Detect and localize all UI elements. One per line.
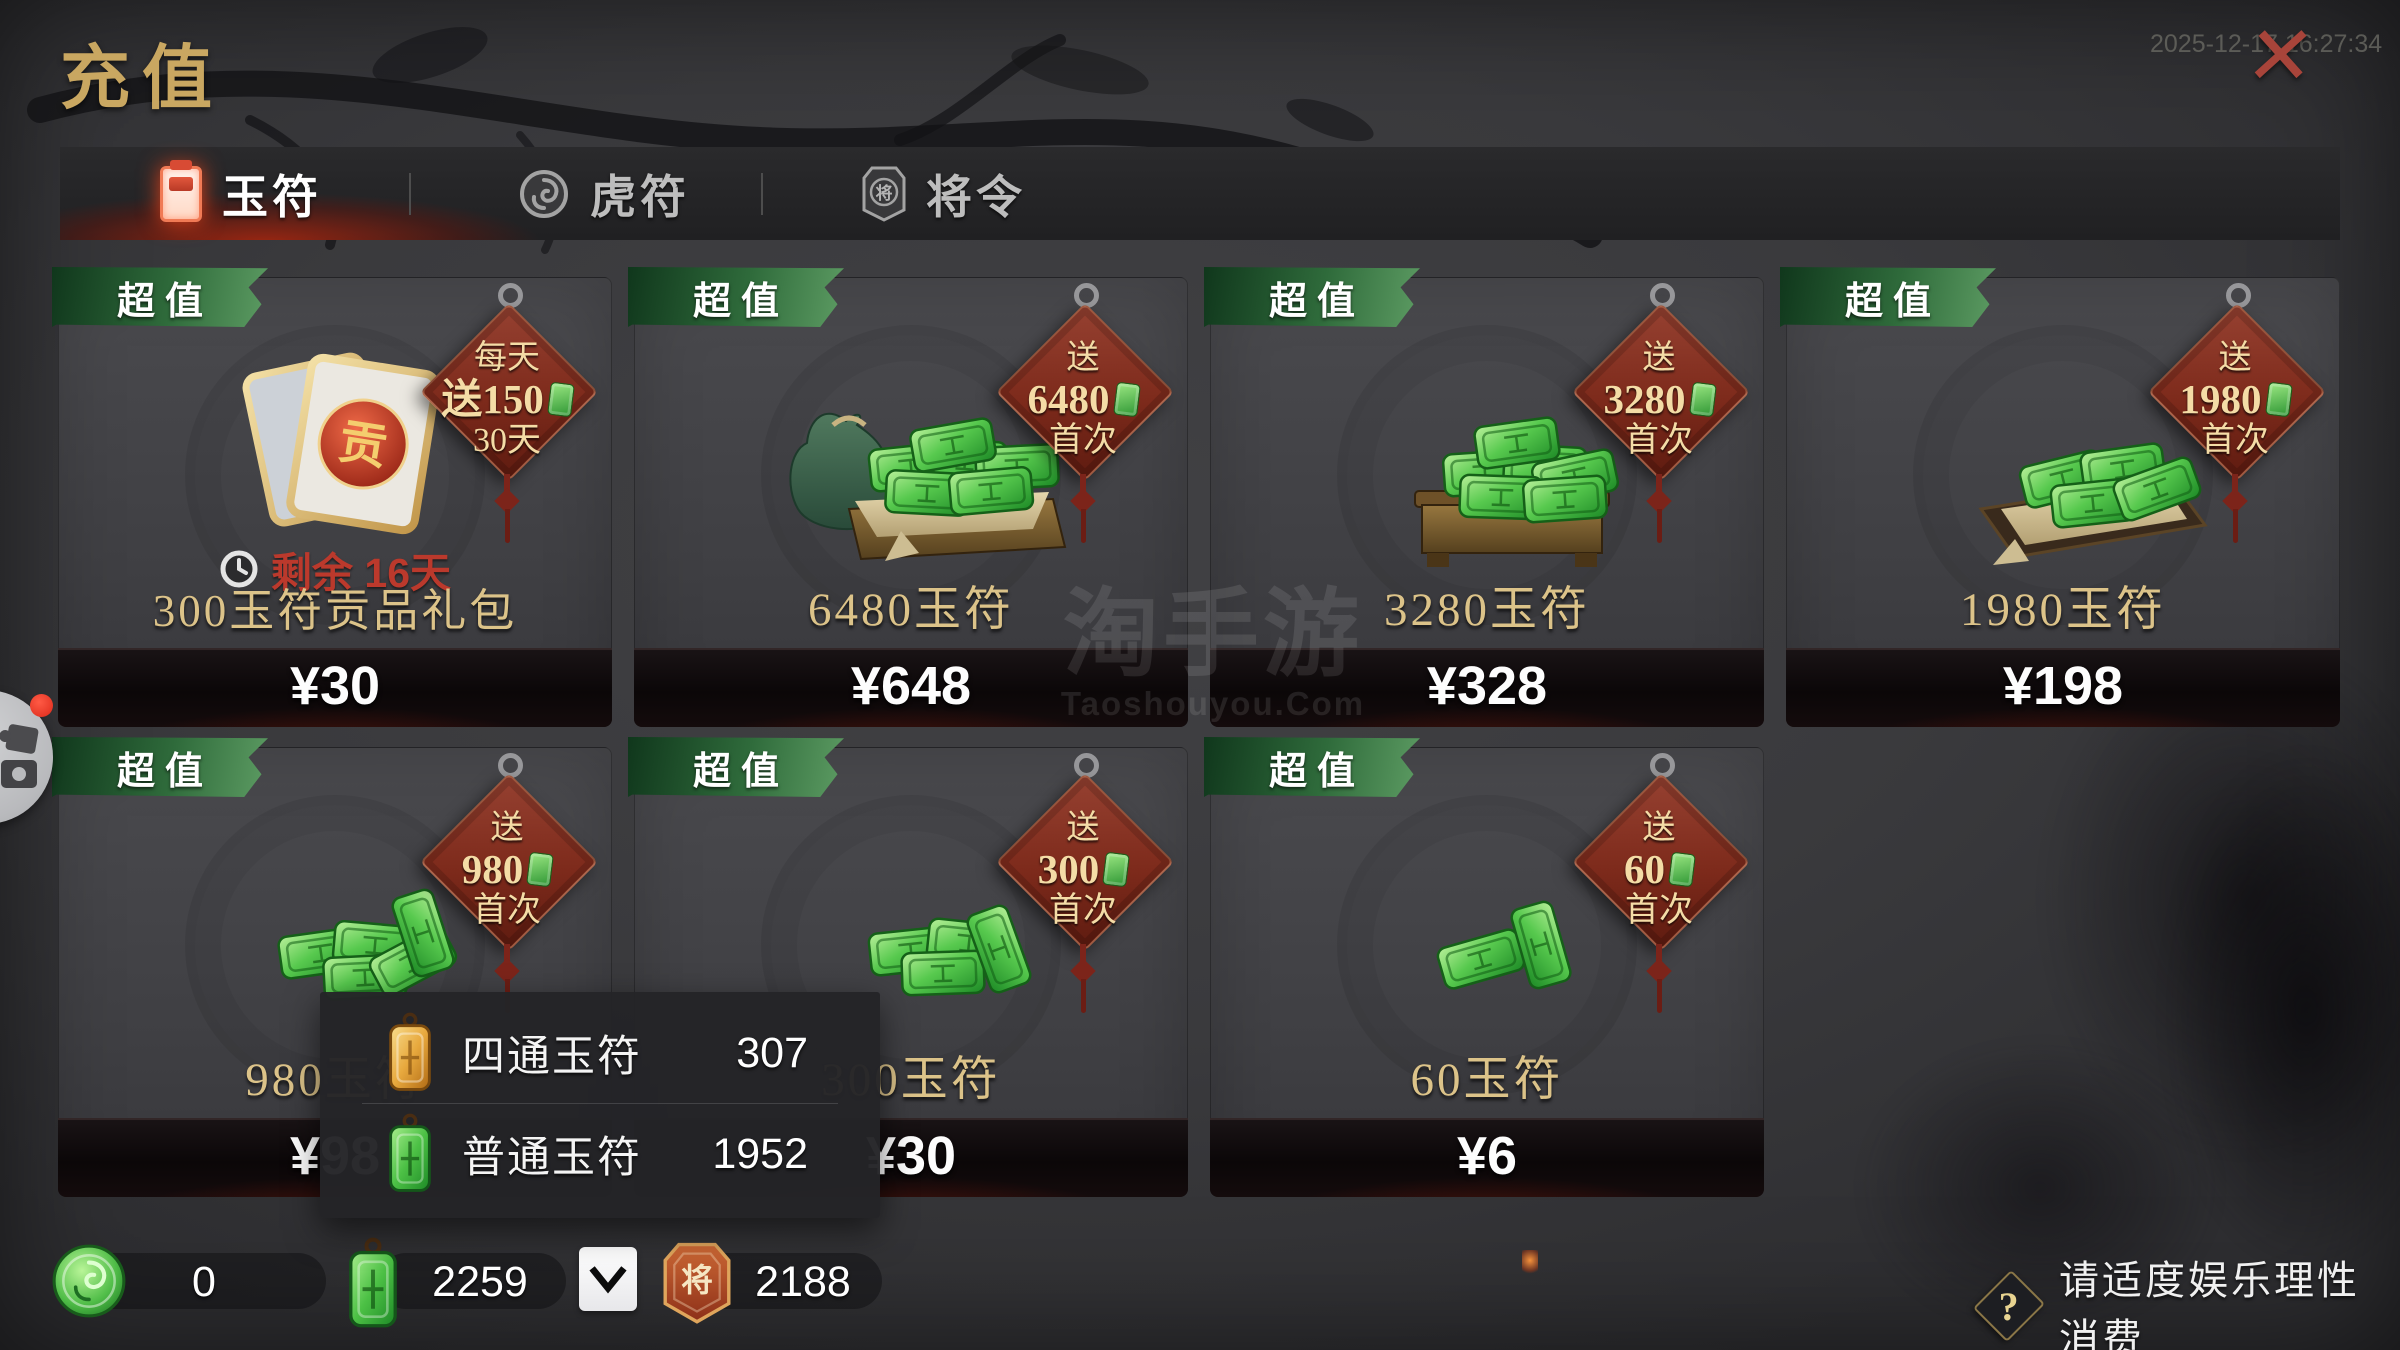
popup-row-value: 1952	[712, 1129, 808, 1178]
value-banner: 超值	[52, 267, 268, 327]
general-order-icon: 将	[663, 1242, 731, 1324]
chevron-down-icon	[589, 1266, 627, 1294]
tab-general-order[interactable]: 将 将令	[862, 147, 1026, 240]
close-icon[interactable]: ✕	[2241, 11, 2320, 102]
popup-row-value: 307	[736, 1028, 808, 1077]
product-title: 6480玉符	[808, 584, 1014, 636]
value-banner: 超值	[1204, 267, 1420, 327]
tab-label: 将令	[926, 171, 1026, 223]
product-image-jade-pile-bag	[789, 412, 1067, 561]
consumption-notice[interactable]: ? 请适度娱乐理性消费	[1972, 1248, 2400, 1350]
four-way-jade-talisman-icon	[388, 1012, 432, 1092]
tab-jade-talisman[interactable]: 玉符	[160, 147, 322, 240]
value-banner: 超值	[628, 737, 844, 797]
product-card-6480[interactable]: 超值 送 6480 首次 6480玉符	[628, 267, 1188, 727]
price-bar: ¥198	[1786, 648, 2340, 727]
tab-label: 虎符	[590, 171, 690, 223]
tab-tiger-talisman[interactable]: 虎符	[518, 147, 690, 240]
value-banner: 超值	[1780, 267, 1996, 327]
jade-talisman-tab-icon	[160, 165, 202, 222]
jade-coin-icon	[52, 1244, 126, 1318]
product-image-jade-chest	[1414, 415, 1621, 567]
jade-breakdown-dropdown-button[interactable]	[579, 1247, 637, 1311]
price: ¥30	[865, 1126, 957, 1186]
popup-row: 四通玉符 307	[320, 1003, 880, 1103]
popup-row-label: 四通玉符	[462, 1033, 642, 1081]
tab-separator	[761, 173, 763, 215]
product-title: 300玉符贡品礼包	[152, 586, 518, 636]
countdown-text: 剩余 16天	[271, 550, 451, 596]
value-banner: 超值	[628, 267, 844, 327]
price-bar: ¥328	[1210, 648, 1764, 727]
jade-talisman-icon	[348, 1237, 398, 1328]
popup-row-label: 普通玉符	[462, 1134, 642, 1182]
popup-row: 普通玉符 1952	[320, 1104, 880, 1204]
timestamp: 2025-12-17 16:27:34	[2150, 30, 2383, 58]
product-card-3280[interactable]: 超值 送 3280 首次 3280玉符 ¥328	[1204, 267, 1764, 727]
price-bar: ¥648	[634, 648, 1188, 727]
puzzle-icon	[4, 723, 40, 755]
common-jade-talisman-icon	[388, 1113, 432, 1193]
general-order-tab-icon: 将	[862, 166, 906, 222]
countdown: 剩余 16天	[58, 539, 612, 599]
jade-talisman-currency-pill[interactable]	[378, 1253, 566, 1309]
tab-separator	[409, 173, 411, 215]
price: ¥6	[1456, 1126, 1518, 1186]
product-image-tribute-pack: 贡	[242, 352, 441, 535]
value-banner: 超值	[1204, 737, 1420, 797]
popup-divider	[362, 1103, 838, 1104]
question-icon: ?	[1972, 1269, 2046, 1343]
product-card-1980[interactable]: 超值 送 1980 首次 1980玉符 ¥198	[1780, 267, 2340, 727]
price: ¥198	[2002, 656, 2124, 716]
page-title: 充值	[60, 41, 224, 118]
notice-text: 请适度娱乐理性消费	[2059, 1259, 2361, 1350]
product-title: 1980玉符	[1960, 584, 2166, 636]
price: ¥30	[289, 656, 381, 716]
product-image-jade-tray	[1978, 441, 2208, 565]
camera-icon	[1, 760, 37, 788]
price: ¥648	[850, 656, 972, 716]
product-title: 3280玉符	[1384, 584, 1590, 636]
product-image-jade-pile-2	[1434, 898, 1574, 992]
price-bar: ¥6	[1210, 1118, 1764, 1197]
jade-breakdown-popup: 四通玉符 307 普通玉符 1952	[320, 992, 880, 1218]
jade-talisman-value: 2259	[432, 1258, 528, 1306]
price-bar: ¥30	[58, 648, 612, 727]
general-order-value: 2188	[755, 1258, 851, 1306]
product-card-60[interactable]: 超值 送 60 首次 60玉符 ¥6	[1204, 737, 1764, 1197]
tribute-glyph: 贡	[335, 416, 391, 476]
clock-icon	[220, 550, 258, 588]
tab-label: 玉符	[222, 171, 322, 223]
ember-decoration	[1522, 1250, 1538, 1276]
price: ¥328	[1426, 656, 1548, 716]
general-glyph: 将	[681, 1262, 713, 1298]
jade-coin-value: 0	[192, 1258, 216, 1306]
product-card-300-gift[interactable]: 超值 每天 送150 30天 贡 剩余 16天	[52, 267, 612, 727]
product-title: 60玉符	[1410, 1054, 1564, 1106]
value-banner: 超值	[52, 737, 268, 797]
tiger-talisman-tab-icon	[520, 169, 568, 218]
ink-silhouette-decoration	[2130, 720, 2400, 1300]
notification-dot	[30, 694, 53, 717]
screenshot-plugin-button[interactable]	[0, 690, 53, 824]
tab-bar: 玉符 虎符 将 将令	[60, 147, 2340, 240]
general-glyph: 将	[876, 183, 893, 203]
